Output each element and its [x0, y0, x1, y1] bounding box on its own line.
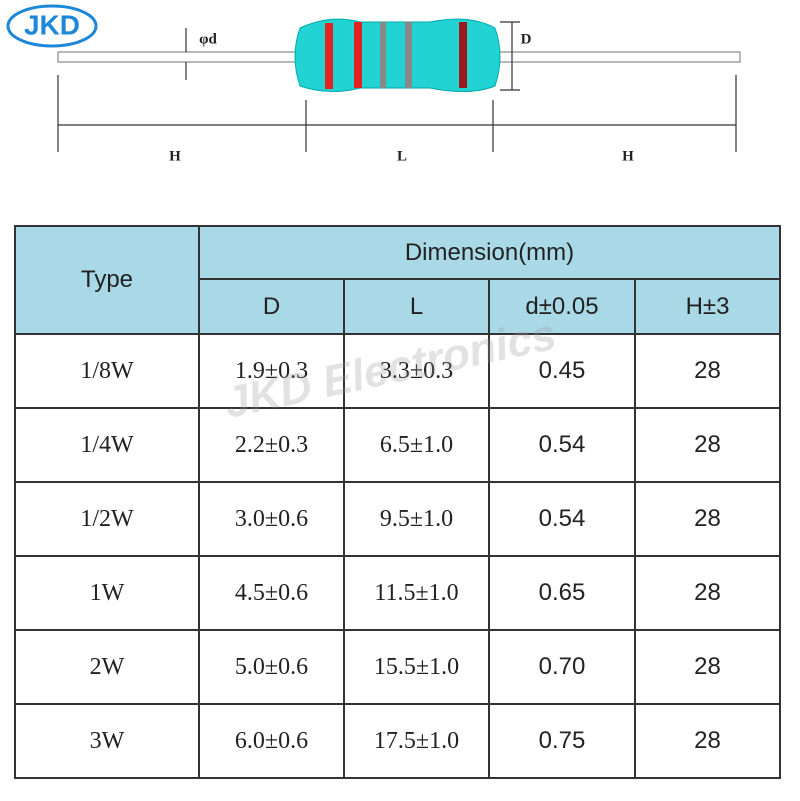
value-cell: 2.2±0.3	[198, 407, 345, 483]
diagram: JKD φd D H L H	[6, 4, 741, 164]
label-l: L	[397, 148, 407, 164]
value-cell: 28	[634, 333, 781, 409]
column-header: L	[343, 278, 490, 335]
value-cell: 17.5±1.0	[343, 703, 490, 779]
value-cell: 6.0±0.6	[198, 703, 345, 779]
band	[354, 22, 362, 88]
band	[380, 22, 386, 88]
type-cell: 1/4W	[14, 407, 200, 483]
type-cell: 1/2W	[14, 481, 200, 557]
logo-ring	[6, 4, 98, 48]
value-cell: 28	[634, 481, 781, 557]
value-cell: 0.45	[488, 333, 636, 409]
value-cell: 28	[634, 555, 781, 631]
value-cell: 0.65	[488, 555, 636, 631]
dimension-lines	[57, 21, 737, 152]
group-header: Dimension(mm)	[198, 225, 781, 280]
value-cell: 9.5±1.0	[343, 481, 490, 557]
value-cell: 0.70	[488, 629, 636, 705]
value-cell: 0.54	[488, 407, 636, 483]
value-cell: 0.75	[488, 703, 636, 779]
label-h: H	[622, 148, 634, 164]
value-cell: 1.9±0.3	[198, 333, 345, 409]
type-cell: 1W	[14, 555, 200, 631]
column-header: D	[198, 278, 345, 335]
value-cell: 15.5±1.0	[343, 629, 490, 705]
band	[459, 22, 467, 88]
value-cell: 11.5±1.0	[343, 555, 490, 631]
label-d: D	[521, 31, 532, 47]
type-header: Type	[14, 225, 200, 335]
value-cell: 0.54	[488, 481, 636, 557]
type-cell: 2W	[14, 629, 200, 705]
label-phi-d: φd	[199, 31, 217, 47]
value-cell: 4.5±0.6	[198, 555, 345, 631]
value-cell: 5.0±0.6	[198, 629, 345, 705]
band	[405, 22, 412, 88]
value-cell: 28	[634, 703, 781, 779]
column-header: d±0.05	[488, 278, 636, 335]
band	[325, 23, 333, 89]
value-cell: 6.5±1.0	[343, 407, 490, 483]
value-cell: 3.3±0.3	[343, 333, 490, 409]
type-cell: 3W	[14, 703, 200, 779]
column-header: H±3	[634, 278, 781, 335]
logo: JKD	[24, 9, 80, 40]
value-cell: 28	[634, 629, 781, 705]
value-cell: 28	[634, 407, 781, 483]
value-cell: 3.0±0.6	[198, 481, 345, 557]
label-h: H	[169, 148, 181, 164]
type-cell: 1/8W	[14, 333, 200, 409]
